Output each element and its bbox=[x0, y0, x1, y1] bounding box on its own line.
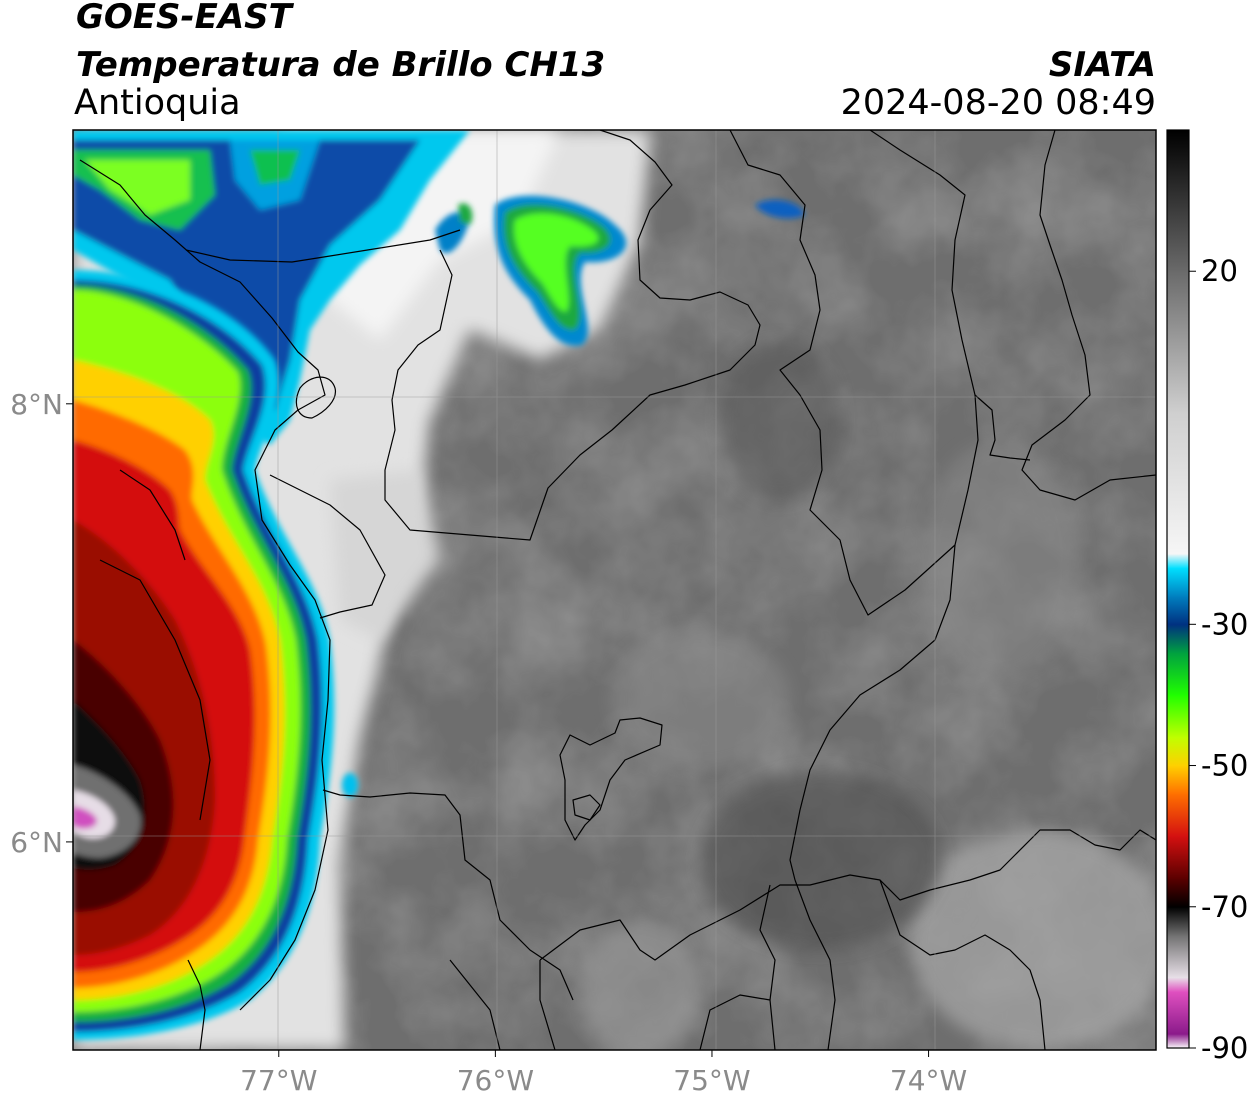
colorbar-band bbox=[1167, 567, 1189, 597]
colorbar-band bbox=[1167, 765, 1189, 795]
colorbar-band bbox=[1167, 694, 1189, 738]
latitude-axis: 8°N 6°N bbox=[10, 388, 73, 859]
colorbar-band bbox=[1167, 1033, 1189, 1049]
colorbar-band bbox=[1167, 412, 1189, 555]
colorbar-band bbox=[1167, 130, 1189, 272]
colorbar-band bbox=[1167, 836, 1189, 880]
colorbar-band bbox=[1167, 596, 1189, 625]
longitude-axis: 77°W 76°W 75°W 74°W bbox=[240, 1050, 967, 1097]
colorbar: 20 -30 -50 -70 -90 bbox=[1166, 129, 1248, 1065]
colorbar-band bbox=[1167, 624, 1189, 654]
map-frame bbox=[72, 129, 1157, 1051]
product-title: Temperatura de Brillo CH13 bbox=[76, 45, 606, 85]
lon-tick-label: 75°W bbox=[673, 1064, 750, 1097]
colorbar-band bbox=[1167, 737, 1189, 767]
lon-tick-label: 77°W bbox=[240, 1064, 317, 1097]
gridlines bbox=[73, 130, 1156, 1050]
colorbar-band bbox=[1167, 553, 1189, 569]
colorbar-band bbox=[1167, 652, 1189, 696]
agency-label: SIATA bbox=[1048, 45, 1156, 85]
colorbar-band bbox=[1167, 935, 1189, 978]
lon-tick-label: 74°W bbox=[890, 1064, 967, 1097]
colorbar-tick-label: -70 bbox=[1201, 890, 1248, 924]
colorbar-band bbox=[1167, 271, 1189, 414]
borders-layer bbox=[79, 130, 1156, 1050]
colorbar-tick-label: -50 bbox=[1201, 749, 1248, 783]
lat-tick-label: 6°N bbox=[10, 826, 63, 859]
lon-tick-label: 76°W bbox=[457, 1064, 534, 1097]
colorbar-tick-label: 20 bbox=[1201, 254, 1238, 288]
colorbar-band bbox=[1167, 991, 1189, 1035]
imagery-layer bbox=[73, 130, 1156, 1050]
timestamp-label: 2024-08-20 08:49 bbox=[840, 83, 1156, 123]
colorbar-tick-label: -30 bbox=[1201, 607, 1248, 641]
lat-tick-label: 8°N bbox=[10, 388, 63, 421]
colorbar-band bbox=[1167, 793, 1189, 837]
region-label: Antioquia bbox=[74, 83, 241, 123]
satellite-title: GOES-EAST bbox=[76, 0, 292, 37]
colorbar-band bbox=[1167, 878, 1189, 908]
colorbar-tick-label: -90 bbox=[1201, 1031, 1248, 1065]
colorbar-band bbox=[1167, 906, 1189, 936]
colorbar-band bbox=[1167, 977, 1189, 993]
